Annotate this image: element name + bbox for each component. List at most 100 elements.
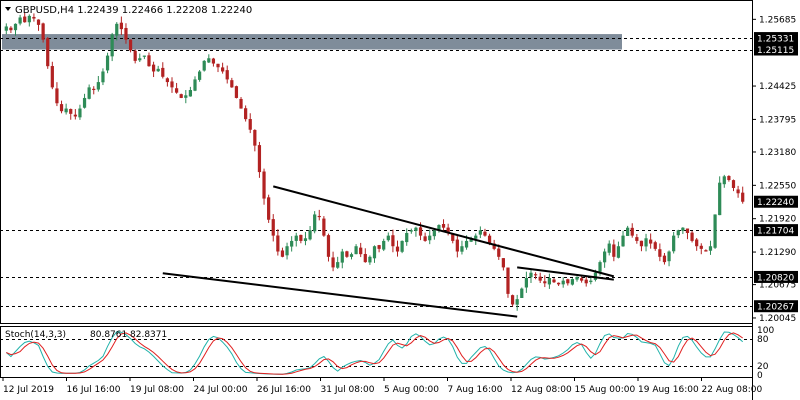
candle-bull [188,90,193,97]
candle-bear [639,240,644,247]
candle-bear [695,239,699,247]
candle-bear [510,295,515,305]
candle-bear [216,63,220,68]
candle-bull [524,277,528,288]
candle-bull [207,58,211,63]
time-label: 24 Jul 00:00 [194,385,248,395]
candle-bear [211,58,216,64]
candle-bull [616,246,621,258]
candle-bull [681,227,685,231]
indicator-value-signal: 82.8371 [130,330,167,340]
candle-bear [331,257,335,268]
candle-bull [303,238,308,242]
price-tag [754,32,798,45]
candle-bear [727,175,731,181]
candle-bear [41,23,45,40]
candle-bear [736,189,740,194]
candle-bear [359,247,363,255]
candle-bull [437,225,441,231]
candle-bear [658,249,662,257]
candle-bull [515,299,519,305]
dropdown-triangle-icon[interactable] [5,7,11,11]
candle-bear [377,245,381,249]
price-tag [754,270,798,283]
candle-bear [55,88,59,104]
candle-bull [4,26,8,31]
candle-bull [110,34,114,57]
candle-bear [704,250,708,252]
candle-bear [23,16,27,23]
price-tag [754,43,798,56]
candle-bull [156,68,160,72]
candle-bull [96,82,100,90]
candle-bear [455,239,459,252]
candle-bear [501,258,505,268]
candle-bull [589,280,593,283]
candle-bull [386,235,390,241]
candle-bull [598,262,602,272]
candle-bull [82,97,87,108]
candle-bull [529,272,533,278]
candle-bull [626,227,630,236]
candle-bull [644,238,648,247]
candle-bear [46,38,50,67]
time-label: 15 Aug 00:00 [575,385,636,395]
supply-zone [2,34,622,50]
candle-bull [197,71,202,80]
candle-bull [570,279,575,285]
candle-bear [253,129,257,146]
candle-bear [244,108,248,120]
candle-bull [87,87,91,99]
candle-bear [326,235,331,257]
time-label: 22 Aug 08:00 [702,385,763,395]
stoch-axis-label: 80 [757,335,769,345]
candle-bull [718,182,722,216]
candle-bull [78,108,82,118]
trend-line-1 [162,272,518,318]
candle-bull [285,246,289,256]
candle-bear [9,27,13,31]
candle-bull [138,58,142,61]
candle-bull [575,276,579,280]
candle-bull [13,23,18,31]
candle-bull [64,108,68,113]
candle-bull [382,240,386,250]
candle-bear [497,248,501,257]
price-tick-label: 1.21290 [759,248,796,258]
candle-bear [441,224,446,228]
candle-bear [271,219,275,236]
candle-bear [59,104,64,112]
candle-bear [119,22,123,30]
candle-bear [151,64,156,72]
candle-bull [294,235,298,241]
candle-bear [543,281,547,284]
candle-bull [469,238,473,242]
candle-bear [230,80,234,88]
indicator-value-main: 80.8761 [90,330,127,340]
price-tag [754,300,798,313]
candle-bear [391,235,395,247]
candle-bull [667,251,671,262]
time-label: 12 Jul 2019 [3,385,54,395]
candle-bear [133,50,137,61]
candle-bear [690,232,694,241]
time-label: 12 Aug 08:00 [511,385,572,395]
candle-bear [653,242,657,249]
candle-bear [69,109,73,114]
candle-bull [561,280,565,285]
stoch-axis-label: 100 [757,326,774,336]
candle-bear [699,245,703,249]
candle-bear [345,251,349,257]
time-label: 19 Aug 16:00 [638,385,699,395]
candle-bear [225,70,229,80]
price-tag-label: 1.20820 [757,273,794,283]
candle-bear [234,86,239,98]
candle-bull [372,246,377,259]
candle-bull [478,230,482,235]
candle-bear [124,27,128,40]
candle-bear [221,67,225,72]
candle-bear [487,235,492,244]
candle-bear [257,145,262,173]
